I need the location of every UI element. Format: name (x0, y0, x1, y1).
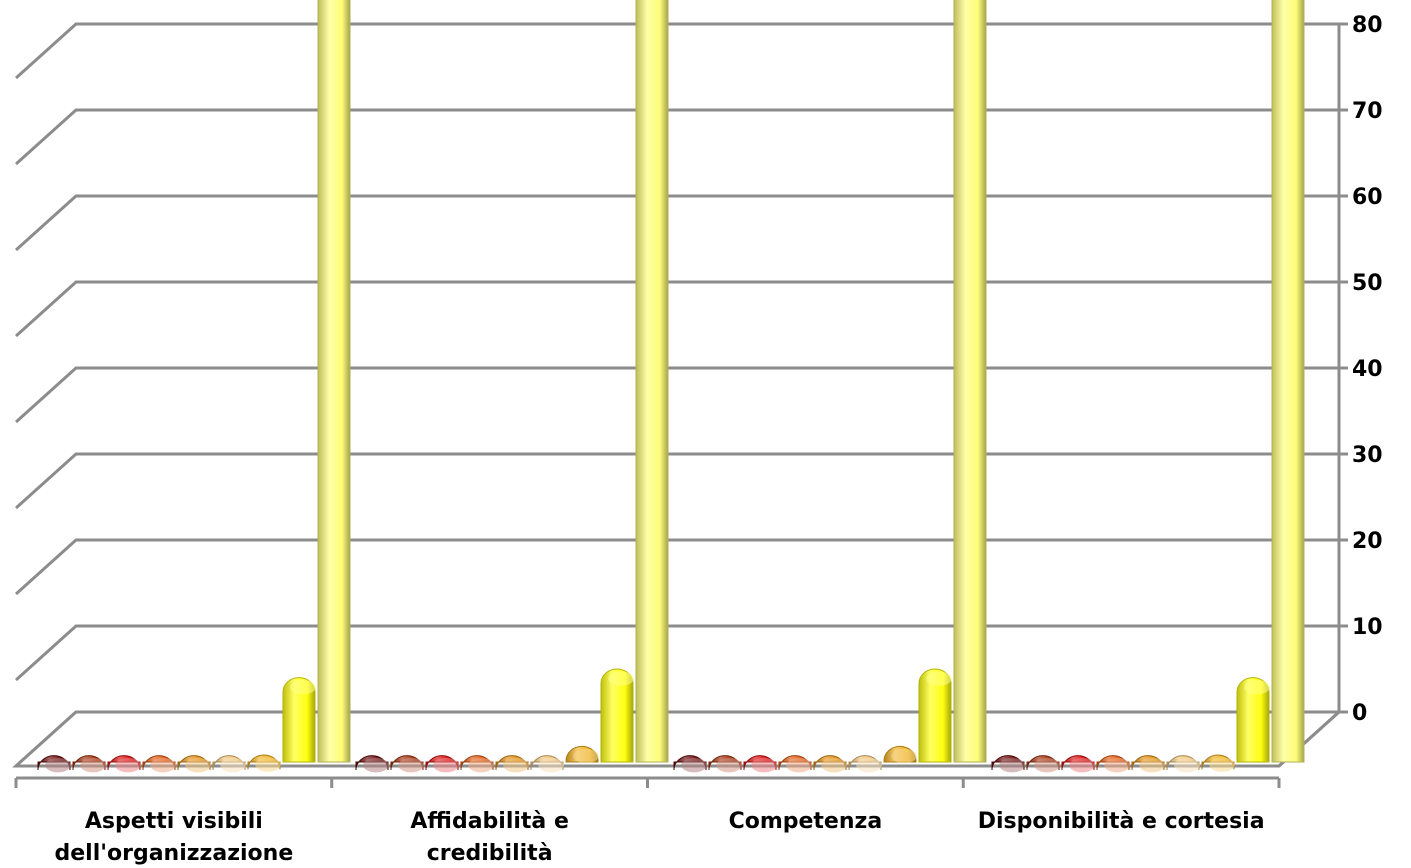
bar (813, 755, 847, 773)
bar (1201, 754, 1235, 772)
bar (848, 755, 882, 773)
y-axis-ticks: 0 10 20 30 40 50 60 70 80 (1352, 13, 1383, 726)
bars (37, 0, 1305, 773)
bar (390, 755, 424, 773)
bar (212, 755, 246, 773)
gridline (14, 22, 1339, 80)
bar (883, 745, 917, 764)
bar (918, 668, 952, 763)
bar (600, 668, 634, 763)
bar (282, 677, 316, 763)
y-tick-label: 40 (1352, 357, 1383, 382)
gridline (14, 624, 1339, 682)
bar (425, 755, 459, 773)
bar (673, 755, 707, 773)
bar (495, 755, 529, 773)
bar (953, 0, 987, 763)
bar (107, 755, 141, 773)
bar (247, 754, 281, 772)
gridline (14, 538, 1339, 596)
bar (317, 0, 351, 763)
bar (1271, 0, 1305, 763)
gridline (14, 452, 1339, 510)
x-category-label: Competenza (729, 809, 883, 834)
bar (177, 755, 211, 773)
y-tick-label: 30 (1352, 443, 1383, 468)
bar (1236, 677, 1270, 763)
bar (778, 755, 812, 773)
gridline (14, 194, 1339, 252)
bar (72, 755, 106, 773)
x-category-label: Disponibilità e cortesia (978, 809, 1265, 834)
bar (1166, 755, 1200, 773)
bar (37, 755, 71, 773)
y-tick-label: 0 (1352, 701, 1367, 726)
bar (142, 755, 176, 773)
y-tick-label: 20 (1352, 529, 1383, 554)
bar (1131, 755, 1165, 773)
bar (530, 755, 564, 773)
bar (355, 755, 389, 773)
y-tick-label: 70 (1352, 99, 1383, 124)
bar (708, 755, 742, 773)
y-tick-label: 50 (1352, 271, 1383, 296)
x-category-label: Aspetti visibili dell'organizzazione (55, 809, 294, 866)
y-tick-label: 80 (1352, 13, 1383, 38)
bar (1096, 755, 1130, 773)
axes (14, 22, 1348, 788)
gridline (14, 280, 1339, 338)
bar (1061, 755, 1095, 773)
bar (1026, 755, 1060, 773)
bar (460, 755, 494, 773)
bar (743, 755, 777, 773)
x-axis-labels: Aspetti visibili dell'organizzazione Affid… (55, 809, 1265, 866)
x-category-label: Affidabilità e credibilità (410, 809, 568, 866)
gridline (14, 366, 1339, 424)
gridline (14, 108, 1339, 166)
y-tick-label: 60 (1352, 185, 1383, 210)
bar (565, 745, 599, 764)
bar (991, 755, 1025, 773)
bar (635, 0, 669, 763)
y-tick-label: 10 (1352, 615, 1383, 640)
